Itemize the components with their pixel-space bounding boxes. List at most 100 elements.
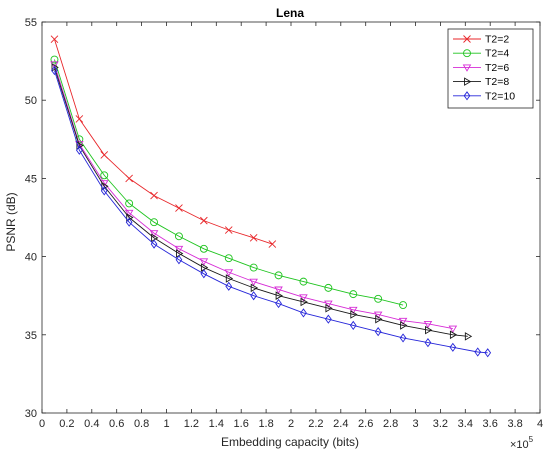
- data-point: [449, 342, 457, 352]
- data-point: [374, 294, 383, 303]
- data-point: [300, 308, 307, 318]
- x-tick-label: 3.8: [507, 418, 522, 430]
- data-point: [425, 325, 433, 335]
- data-point: [375, 314, 383, 324]
- data-point: [349, 320, 357, 331]
- data-point: [274, 271, 283, 280]
- data-point: [299, 294, 308, 302]
- legend-entry: T2=4: [453, 48, 509, 60]
- data-point: [399, 301, 407, 310]
- data-point: [125, 217, 133, 227]
- legend-entry: T2=8: [453, 76, 509, 88]
- x-axis-multiplier: ×105: [510, 435, 534, 451]
- x-tick-label: 2.4: [333, 418, 348, 430]
- data-point: [200, 216, 208, 225]
- data-point: [464, 332, 473, 341]
- data-point: [125, 174, 133, 183]
- data-point: [125, 199, 134, 208]
- y-tick-label: 55: [25, 17, 37, 29]
- data-point: [325, 303, 333, 313]
- data-point: [268, 240, 277, 248]
- data-point: [225, 281, 233, 291]
- data-point: [400, 321, 408, 330]
- data-point: [199, 258, 209, 266]
- data-point: [151, 233, 159, 243]
- x-multiplier-exponent: 5: [529, 435, 534, 444]
- y-tick-label: 40: [25, 252, 37, 264]
- data-point: [174, 245, 184, 254]
- chart-title: Lena: [276, 6, 304, 20]
- data-point: [51, 65, 58, 76]
- x-tick-label: 3.6: [483, 418, 498, 430]
- x-axis-label: Embedding capacity (bits): [221, 435, 359, 449]
- data-point: [225, 274, 234, 283]
- data-point: [424, 338, 432, 348]
- data-point: [324, 314, 332, 324]
- x-tick-label: 2.6: [358, 418, 373, 430]
- data-point: [200, 269, 208, 279]
- data-point: [249, 234, 258, 242]
- y-axis-label: PSNR (dB): [4, 192, 18, 251]
- x-tick-label: 2.2: [308, 418, 323, 430]
- data-point: [350, 310, 358, 319]
- x-tick-label: 3.4: [458, 418, 473, 430]
- data-point: [423, 320, 433, 329]
- y-tick-label: 45: [25, 173, 37, 185]
- data-point: [50, 35, 59, 44]
- x-tick-label: 4: [537, 418, 543, 430]
- data-point: [463, 91, 471, 101]
- x-tick-label: 0.6: [109, 418, 124, 430]
- data-point: [124, 209, 134, 218]
- data-point: [249, 278, 258, 287]
- data-point: [224, 226, 233, 234]
- x-tick-label: 3: [412, 418, 418, 430]
- legend-label: T2=4: [485, 48, 509, 60]
- y-tick-label: 50: [25, 95, 37, 107]
- data-point: [175, 255, 183, 265]
- legend-entry: T2=6: [453, 62, 509, 74]
- data-point: [174, 232, 183, 241]
- data-point: [449, 330, 458, 340]
- data-point: [463, 49, 471, 58]
- x-tick-label: 0.4: [84, 418, 99, 430]
- data-point: [249, 263, 258, 272]
- data-point: [250, 291, 258, 301]
- data-point: [299, 277, 308, 286]
- legend-label: T2=2: [485, 34, 509, 46]
- x-tick-label: 1: [163, 418, 169, 430]
- data-point: [474, 347, 482, 357]
- data-point: [462, 64, 472, 72]
- data-point: [399, 333, 407, 343]
- data-point: [51, 63, 59, 72]
- data-point: [200, 263, 209, 272]
- data-point: [100, 151, 109, 159]
- data-point: [150, 218, 159, 227]
- data-point: [448, 325, 458, 333]
- legend-label: T2=8: [485, 76, 509, 88]
- series-line: [54, 67, 468, 337]
- data-point: [100, 171, 109, 180]
- data-point: [224, 269, 234, 277]
- data-point: [176, 249, 184, 258]
- series-line: [54, 59, 404, 306]
- data-point: [150, 191, 158, 200]
- data-point: [463, 35, 471, 43]
- data-point: [150, 239, 158, 249]
- series-line: [54, 39, 273, 245]
- series-line: [54, 70, 488, 354]
- data-point: [275, 298, 282, 309]
- x-tick-label: 0.2: [59, 418, 74, 430]
- x-tick-label: 3.2: [433, 418, 448, 430]
- legend-label: T2=6: [485, 62, 509, 74]
- x-tick-label: 1.8: [258, 418, 273, 430]
- data-point: [484, 348, 492, 358]
- legend-entry: T2=2: [453, 34, 509, 46]
- data-point: [50, 55, 59, 64]
- legend-label: T2=10: [485, 90, 515, 102]
- data-point: [75, 115, 84, 123]
- data-point: [75, 145, 83, 155]
- series-t2-8: [51, 63, 473, 341]
- data-point: [175, 204, 183, 212]
